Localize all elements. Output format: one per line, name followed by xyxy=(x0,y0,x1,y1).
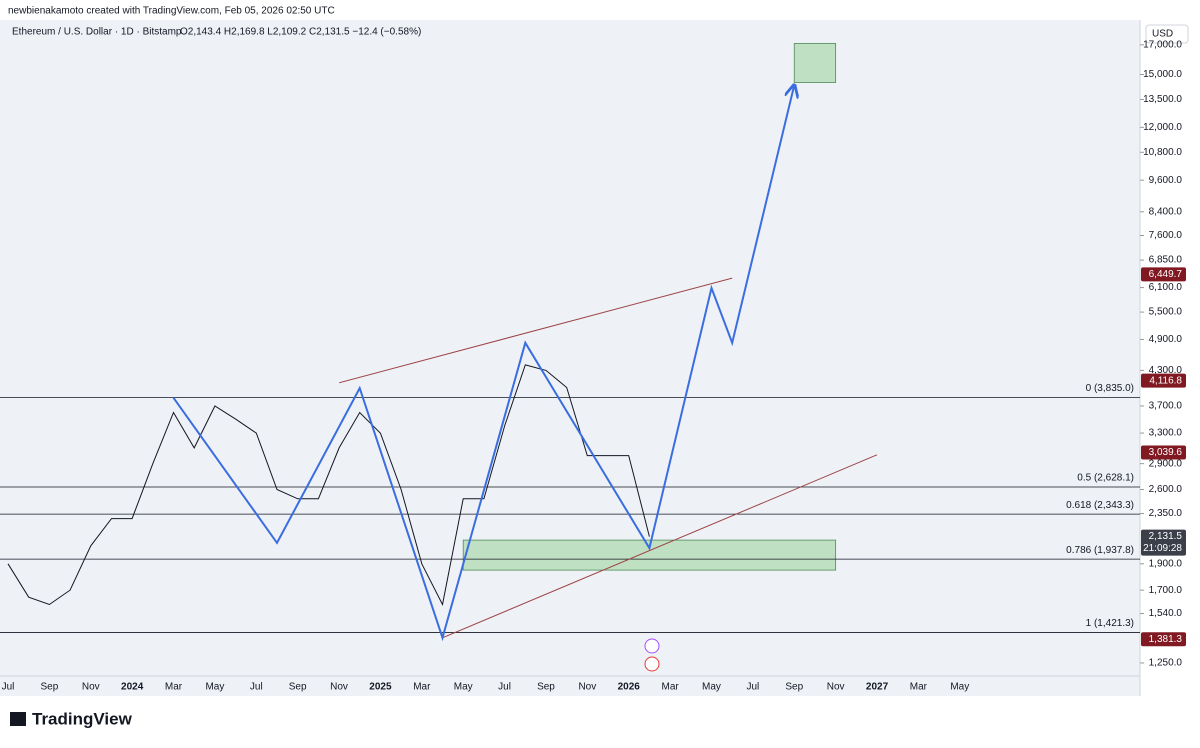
price-tag xyxy=(1141,373,1186,388)
y-tick-label: 1,540.0 xyxy=(1149,608,1183,619)
trendline xyxy=(442,454,878,639)
price-tag-label: 2,131.5 xyxy=(1149,531,1183,542)
y-tick-label: 3,700.0 xyxy=(1149,401,1183,412)
y-tick-label: 6,850.0 xyxy=(1149,255,1183,266)
y-tick-label: 3,300.0 xyxy=(1149,428,1183,439)
x-tick-label: Jul xyxy=(2,682,15,693)
x-tick-label: May xyxy=(454,682,473,693)
x-tick-label: 2025 xyxy=(369,682,392,693)
x-tick-label: Jul xyxy=(498,682,511,693)
price-tag xyxy=(1141,445,1186,460)
y-tick-label: 4,900.0 xyxy=(1149,334,1183,345)
trendline xyxy=(338,277,733,384)
price-tag xyxy=(1141,267,1186,282)
y-tick-label: 12,000.0 xyxy=(1143,122,1182,133)
projection-path xyxy=(172,85,795,642)
x-tick-label: May xyxy=(950,682,969,693)
logo-icon xyxy=(10,712,26,726)
x-tick-label: Sep xyxy=(785,682,803,693)
event-icon[interactable] xyxy=(644,656,660,672)
x-tick-label: 2024 xyxy=(121,682,144,693)
credit: newbienakamoto created with TradingView.… xyxy=(8,6,335,17)
x-tick-label: Mar xyxy=(413,682,431,693)
x-tick-label: Sep xyxy=(40,682,58,693)
x-tick-label: May xyxy=(702,682,721,693)
price-tag xyxy=(1141,529,1186,556)
x-tick-label: Nov xyxy=(82,682,100,693)
price-tag-label: 1,381.3 xyxy=(1149,634,1183,645)
symbol: Ethereum / U.S. Dollar · 1D · Bitstamp xyxy=(12,27,182,38)
fib-label: 1 (1,421.3) xyxy=(1086,618,1134,629)
price-tag-countdown: 21:09:28 xyxy=(1143,543,1182,554)
fib-label: 0.5 (2,628.1) xyxy=(1077,473,1134,484)
plot-area xyxy=(0,20,1140,696)
x-tick-label: Mar xyxy=(661,682,679,693)
y-tick-label: 5,500.0 xyxy=(1149,307,1183,318)
y-tick-label: 17,000.0 xyxy=(1143,39,1182,50)
zone xyxy=(793,43,837,83)
y-tick-label: 2,350.0 xyxy=(1149,508,1183,519)
y-tick-label: 1,250.0 xyxy=(1149,658,1183,669)
y-tick-label: 1,700.0 xyxy=(1149,585,1183,596)
x-tick-label: Mar xyxy=(165,682,183,693)
ohlc: O2,143.4 H2,169.8 L2,109.2 C2,131.5 −12.… xyxy=(180,27,421,38)
x-tick-label: 2027 xyxy=(866,682,889,693)
y-tick-label: 8,400.0 xyxy=(1149,206,1183,217)
x-tick-label: Sep xyxy=(289,682,307,693)
x-tick-label: Jul xyxy=(250,682,263,693)
y-tick-label: 4,300.0 xyxy=(1149,365,1183,376)
y-tick-label: 6,100.0 xyxy=(1149,282,1183,293)
y-tick-label: 15,000.0 xyxy=(1143,69,1182,80)
x-tick-label: May xyxy=(205,682,224,693)
price-tag-label: 6,449.7 xyxy=(1149,269,1183,280)
fib-label: 0 (3,835.0) xyxy=(1086,383,1134,394)
y-tick-label: 2,900.0 xyxy=(1149,458,1183,469)
logo: TradingView xyxy=(32,709,133,728)
x-tick-label: Mar xyxy=(910,682,928,693)
y-tick-label: 1,900.0 xyxy=(1149,558,1183,569)
fib-label: 0.786 (1,937.8) xyxy=(1066,545,1134,556)
y-tick-label: 2,600.0 xyxy=(1149,484,1183,495)
x-tick-label: Sep xyxy=(537,682,555,693)
x-tick-label: Nov xyxy=(330,682,348,693)
currency: USD xyxy=(1152,29,1173,40)
fib-label: 0.618 (2,343.3) xyxy=(1066,500,1134,511)
x-tick-label: Jul xyxy=(746,682,759,693)
price-tag xyxy=(1141,632,1186,647)
y-tick-label: 9,600.0 xyxy=(1149,175,1183,186)
event-icon[interactable] xyxy=(644,638,660,654)
currency-box[interactable] xyxy=(1145,24,1189,44)
y-tick-label: 7,600.0 xyxy=(1149,230,1183,241)
y-tick-label: 10,800.0 xyxy=(1143,147,1182,158)
price-tag-label: 4,116.8 xyxy=(1149,375,1182,386)
x-tick-label: Nov xyxy=(827,682,845,693)
y-tick-label: 13,500.0 xyxy=(1143,94,1182,105)
x-tick-label: Nov xyxy=(578,682,596,693)
price-tag-label: 3,039.6 xyxy=(1149,447,1183,458)
x-tick-label: 2026 xyxy=(618,682,641,693)
